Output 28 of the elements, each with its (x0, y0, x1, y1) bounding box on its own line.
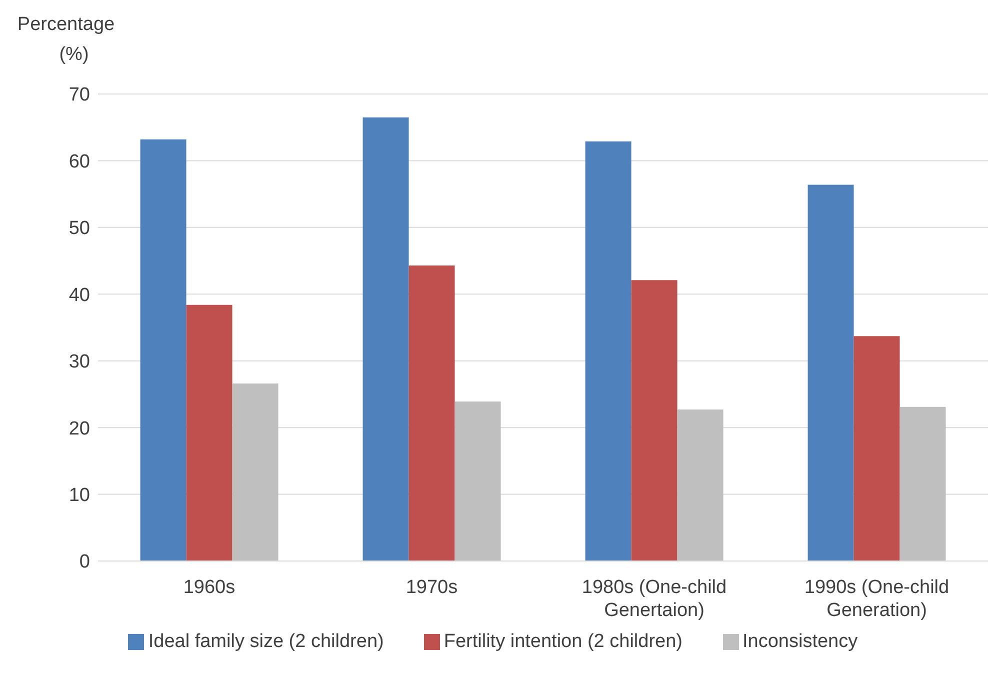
bar (408, 265, 455, 561)
x-tick-label: 1970s (406, 577, 458, 598)
legend-label: Fertility intention (2 children) (444, 631, 682, 652)
bar (362, 117, 409, 561)
bar (808, 184, 854, 561)
bar (140, 139, 186, 561)
bar (585, 141, 632, 561)
bar (232, 384, 278, 561)
y-tick-label: 0 (79, 552, 90, 573)
bar (854, 336, 900, 561)
bar (631, 280, 678, 561)
legend-label: Ideal family size (2 children) (148, 631, 384, 652)
bar (677, 410, 724, 561)
y-tick-label: 50 (68, 218, 90, 240)
bar (900, 406, 946, 561)
legend-label: Inconsistency (742, 631, 858, 652)
y-axis-title: Percentage (%) (17, 14, 115, 65)
y-tick-label: 60 (68, 151, 90, 172)
y-tick-label: 30 (68, 352, 90, 373)
bar (454, 402, 501, 561)
y-tick-label: 70 (68, 84, 90, 106)
x-tick-label: 1980s (One-child Genertaion) (582, 577, 727, 621)
x-tick-label: 1990s (One-child Generation) (804, 577, 950, 621)
bar (186, 304, 232, 561)
y-tick-label: 10 (68, 485, 90, 506)
y-tick-label: 40 (68, 284, 90, 306)
y-tick-label: 20 (68, 418, 90, 440)
x-tick-label: 1960s (183, 577, 236, 598)
